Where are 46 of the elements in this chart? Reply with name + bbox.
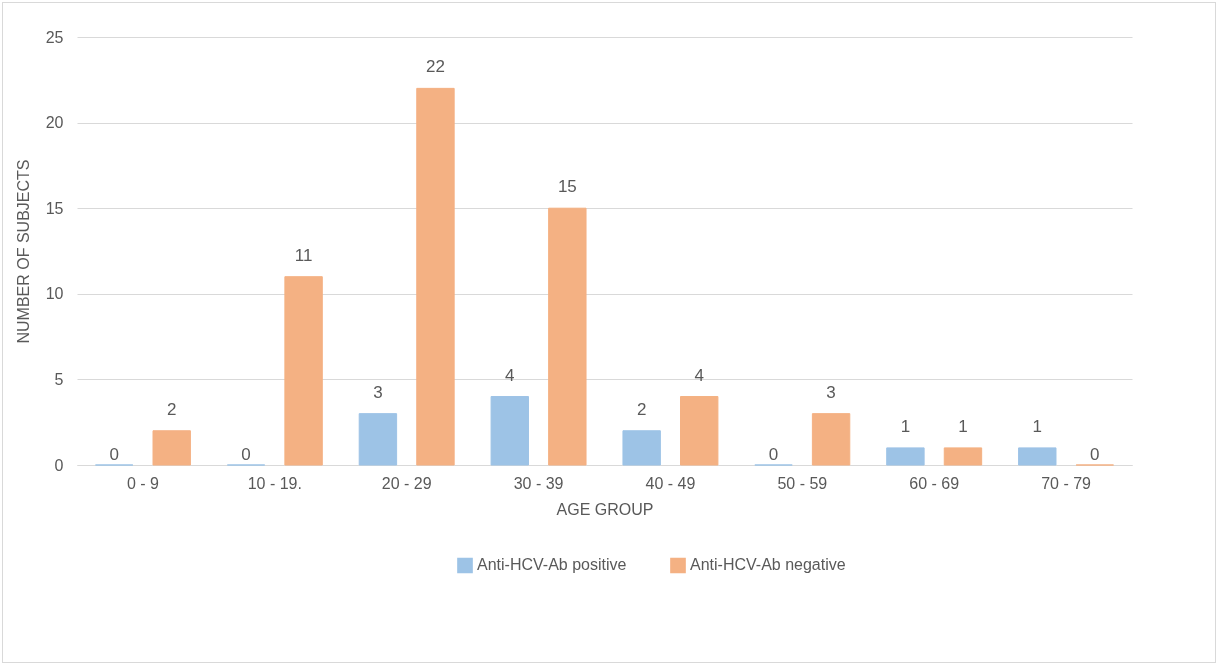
bar [416,87,455,466]
data-label: 1 [900,416,911,436]
data-label: 11 [294,245,313,265]
data-label: 4 [694,365,704,385]
bar [886,447,925,466]
x-tick-label: 30 - 39 [513,474,564,492]
data-label: 2 [166,399,177,419]
legend-label: Anti-HCV-Ab positive [477,556,627,574]
bar [1018,447,1057,466]
data-label: 22 [426,57,445,77]
x-tick-label: 50 - 59 [777,474,828,492]
x-tick-label: 60 - 69 [909,474,960,492]
data-label: 1 [958,416,968,436]
data-label: 15 [557,177,577,197]
y-tick-label: 0 [54,456,64,474]
data-label: 3 [373,382,383,402]
y-tick-label: 10 [45,285,64,303]
legend-label: Anti-HCV-Ab negative [690,556,846,574]
bar [622,430,661,466]
y-tick-label: 25 [45,28,64,46]
x-tick-label: 40 - 49 [645,474,696,492]
data-label: 4 [505,365,515,385]
data-label: 0 [109,445,119,464]
bar [490,396,529,466]
x-tick-label: 20 - 29 [381,474,432,492]
data-label: 0 [1090,445,1100,464]
data-label: 2 [636,399,647,419]
x-axis-title: AGE GROUP [556,500,654,518]
data-label: 0 [768,445,779,464]
y-axis-title: NUMBER OF SUBJECTS [14,159,32,344]
data-label: 3 [826,382,836,402]
bar [284,276,323,466]
x-tick-label: 0 - 9 [126,474,160,492]
bar [548,207,587,466]
bar [811,413,851,466]
y-tick-label: 5 [54,370,64,388]
data-label: 1 [1032,416,1043,436]
bar [358,413,398,466]
y-tick-label: 20 [45,114,64,132]
x-tick-label: 10 - 19. [247,474,302,492]
data-label: 0 [241,445,251,464]
y-tick-label: 15 [45,199,64,217]
bar [680,396,719,466]
bar [152,430,191,466]
x-tick-label: 70 - 79 [1041,474,1092,492]
bar [943,447,983,466]
